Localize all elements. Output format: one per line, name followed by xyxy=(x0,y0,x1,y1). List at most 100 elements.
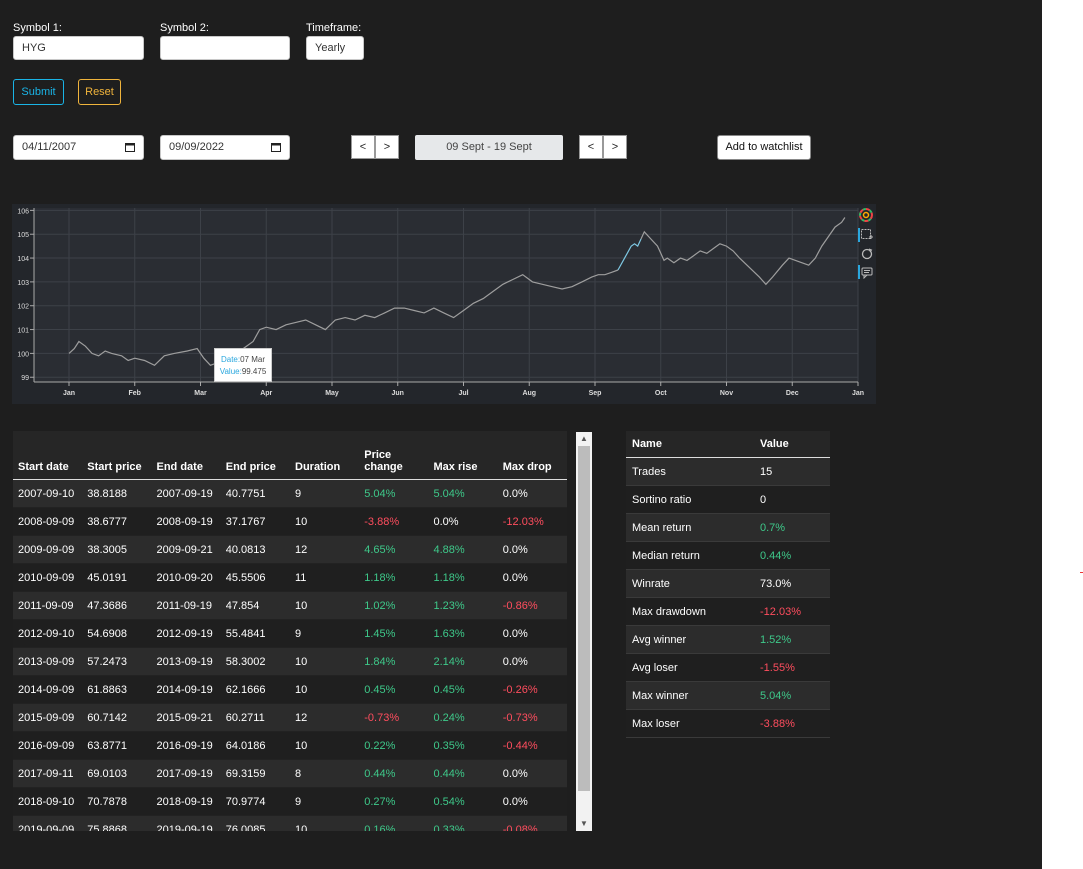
chart-svg[interactable]: 99 100 101 102 103 104 105 106 Jan Feb Mar Apr May Ju… xyxy=(12,204,876,404)
cell-price-change: 0.27% xyxy=(359,787,429,816)
col-price-change[interactable]: Price change xyxy=(359,431,429,480)
table-row[interactable]: 2009-09-09 38.3005 2009-09-21 40.0813 12 4.65… xyxy=(13,535,567,564)
submit-button[interactable]: Submit xyxy=(13,79,64,105)
cell-max-drop: -0.86% xyxy=(497,591,567,620)
cell-start-price: 75.8868 xyxy=(82,815,152,831)
prev-year-button[interactable]: < xyxy=(579,135,603,159)
x-tick-label: Jul xyxy=(458,390,468,397)
scroll-down-arrow-icon[interactable]: ▼ xyxy=(580,819,588,828)
cell-end-date: 2012-09-19 xyxy=(151,619,221,648)
end-date-value: 09/09/2022 xyxy=(169,141,225,153)
metric-name: Median return xyxy=(626,541,754,570)
box-zoom-icon[interactable] xyxy=(861,229,873,244)
cell-duration: 10 xyxy=(290,815,360,831)
x-tick-label: Jun xyxy=(392,390,404,397)
metric-name: Avg loser xyxy=(626,653,754,682)
metric-row: Avg winner 1.52% xyxy=(626,625,830,654)
cell-end-price: 45.5506 xyxy=(220,563,290,592)
metric-row: Max loser -3.88% xyxy=(626,709,830,738)
cell-price-change: 0.16% xyxy=(359,815,429,831)
col-price-change-line1: Price xyxy=(364,449,392,461)
prev-period-button[interactable]: < xyxy=(351,135,375,159)
cell-max-rise: 0.24% xyxy=(428,703,498,732)
symbol1-label: Symbol 1: xyxy=(13,22,62,34)
cell-start-date: 2014-09-09 xyxy=(13,675,83,704)
cell-end-date: 2016-09-19 xyxy=(151,731,221,760)
metric-row: Trades 15 xyxy=(626,457,830,486)
table-row[interactable]: 2015-09-09 60.7142 2015-09-21 60.2711 12 -0.7… xyxy=(13,703,567,732)
cell-duration: 10 xyxy=(290,647,360,676)
table-row[interactable]: 2007-09-10 38.8188 2007-09-19 40.7751 9 5.04%… xyxy=(13,479,567,508)
cell-start-date: 2016-09-09 xyxy=(13,731,83,760)
metrics-table-container: Name Value Trades 15 Sortino ratio 0 Mean re… xyxy=(626,431,830,738)
cell-start-date: 2011-09-09 xyxy=(13,591,83,620)
trades-table: Start date Start price End date End pric… xyxy=(13,431,567,831)
metric-name: Max winner xyxy=(626,681,754,710)
cell-max-drop: 0.0% xyxy=(497,563,567,592)
cell-max-rise: 0.44% xyxy=(428,759,498,788)
metric-value: -1.55% xyxy=(754,653,830,682)
table-row[interactable]: 2011-09-09 47.3686 2011-09-19 47.854 10 1.02%… xyxy=(13,591,567,620)
metric-row: Median return 0.44% xyxy=(626,541,830,570)
table-row[interactable]: 2008-09-09 38.6777 2008-09-19 37.1767 10 -3.8… xyxy=(13,507,567,536)
col-end-date[interactable]: End date xyxy=(151,431,221,480)
x-tick-label: Dec xyxy=(786,390,799,397)
symbol2-input[interactable] xyxy=(160,36,290,60)
bokeh-logo-icon[interactable] xyxy=(859,208,873,225)
table-row[interactable]: 2018-09-10 70.7878 2018-09-19 70.9774 9 0.27%… xyxy=(13,787,567,816)
x-tick-label: Jan xyxy=(63,390,75,397)
cell-duration: 12 xyxy=(290,535,360,564)
col-start-date[interactable]: Start date xyxy=(13,431,83,480)
timeframe-label: Timeframe: xyxy=(306,22,362,34)
cell-start-price: 45.0191 xyxy=(82,563,152,592)
y-tick-label: 102 xyxy=(17,304,29,311)
y-tick-label: 100 xyxy=(17,351,29,358)
col-max-drop[interactable]: Max drop xyxy=(497,431,567,480)
cell-end-price: 62.1666 xyxy=(220,675,290,704)
col-end-price[interactable]: End price xyxy=(220,431,290,480)
chart-tooltip: Date:07 Mar Value:99.475 xyxy=(214,348,272,382)
scroll-up-arrow-icon[interactable]: ▲ xyxy=(580,434,588,443)
cell-start-date: 2008-09-09 xyxy=(13,507,83,536)
col-max-rise[interactable]: Max rise xyxy=(428,431,498,480)
table-row[interactable]: 2019-09-09 75.8868 2019-09-19 76.0085 10 0.16… xyxy=(13,815,567,831)
reset-button[interactable]: Reset xyxy=(78,79,121,105)
cell-max-rise: 2.14% xyxy=(428,647,498,676)
metric-value: -3.88% xyxy=(754,709,830,738)
cell-end-price: 40.7751 xyxy=(220,479,290,508)
calendar-icon[interactable] xyxy=(125,136,135,159)
scrollbar-thumb[interactable] xyxy=(578,446,590,791)
table-row[interactable]: 2016-09-09 63.8771 2016-09-19 64.0186 10 0.22… xyxy=(13,731,567,760)
table-row[interactable]: 2012-09-10 54.6908 2012-09-19 55.4841 9 1.45%… xyxy=(13,619,567,648)
col-start-price[interactable]: Start price xyxy=(82,431,152,480)
trades-table-container[interactable]: Start date Start price End date End pric… xyxy=(13,431,567,831)
table-row[interactable]: 2013-09-09 57.2473 2013-09-19 58.3002 10 1.84… xyxy=(13,647,567,676)
next-period-button[interactable]: > xyxy=(375,135,399,159)
col-value: Value xyxy=(754,431,830,458)
hover-icon[interactable] xyxy=(861,267,873,282)
cell-max-drop: 0.0% xyxy=(497,535,567,564)
x-tick-label: Nov xyxy=(720,390,733,397)
cell-max-drop: 0.0% xyxy=(497,759,567,788)
col-duration[interactable]: Duration xyxy=(290,431,360,480)
metric-value: 1.52% xyxy=(754,625,830,654)
cell-price-change: -0.73% xyxy=(359,703,429,732)
table-row[interactable]: 2014-09-09 61.8863 2014-09-19 62.1666 10 0.45… xyxy=(13,675,567,704)
add-to-watchlist-button[interactable]: Add to watchlist xyxy=(717,135,811,160)
table-row[interactable]: 2010-09-09 45.0191 2010-09-20 45.5506 11 1.18… xyxy=(13,563,567,592)
cell-price-change: 1.02% xyxy=(359,591,429,620)
price-chart[interactable]: 99 100 101 102 103 104 105 106 Jan Feb Mar Apr May Ju… xyxy=(12,204,876,404)
next-year-button[interactable]: > xyxy=(603,135,627,159)
start-date-input[interactable]: 04/11/2007 xyxy=(13,135,144,160)
symbol1-input[interactable]: HYG xyxy=(13,36,144,60)
calendar-icon[interactable] xyxy=(271,136,281,159)
end-date-input[interactable]: 09/09/2022 xyxy=(160,135,290,160)
cell-start-date: 2019-09-09 xyxy=(13,815,83,831)
table-row[interactable]: 2017-09-11 69.0103 2017-09-19 69.3159 8 0.44%… xyxy=(13,759,567,788)
cell-duration: 10 xyxy=(290,507,360,536)
reset-icon[interactable] xyxy=(861,248,873,263)
metric-name: Mean return xyxy=(626,513,754,542)
trades-scrollbar[interactable]: ▲ ▼ xyxy=(576,432,592,831)
cell-start-date: 2015-09-09 xyxy=(13,703,83,732)
timeframe-select[interactable]: Yearly xyxy=(306,36,364,60)
